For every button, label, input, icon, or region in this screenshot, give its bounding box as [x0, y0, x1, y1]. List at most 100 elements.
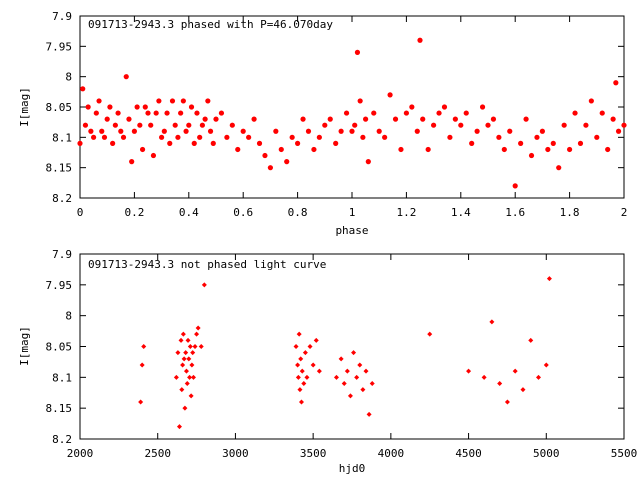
- y-tick-label: 8.05: [46, 341, 73, 354]
- data-point: [191, 140, 197, 146]
- data-point: [518, 140, 524, 146]
- data-point: [354, 49, 361, 56]
- data-point: [341, 381, 347, 386]
- data-point: [107, 104, 113, 110]
- data-point: [599, 110, 605, 116]
- data-point: [187, 374, 193, 380]
- data-point: [427, 331, 433, 337]
- data-point: [115, 110, 121, 116]
- data-point: [322, 122, 328, 128]
- data-point: [365, 159, 371, 165]
- data-point: [300, 116, 306, 122]
- data-point: [148, 122, 154, 128]
- y-tick-label: 8.15: [46, 162, 73, 175]
- data-point: [188, 393, 194, 399]
- x-tick-label: 0.2: [124, 206, 144, 219]
- y-tick-labels: 7.9 7.95 8 8.05 8.1 8.15 8.2: [46, 248, 73, 446]
- data-point: [240, 128, 246, 134]
- data-point: [536, 374, 542, 380]
- data-point: [485, 122, 491, 128]
- data-point: [295, 362, 301, 368]
- data-point: [458, 122, 464, 128]
- data-point: [313, 337, 319, 343]
- data-point: [305, 128, 312, 134]
- y-tick-label: 8.1: [52, 371, 72, 384]
- y-tick-label: 7.95: [46, 40, 73, 53]
- data-point: [289, 134, 295, 140]
- data-point: [360, 134, 366, 140]
- data-point: [159, 134, 165, 140]
- data-point: [621, 122, 627, 128]
- data-point: [153, 110, 159, 116]
- data-point: [150, 152, 157, 159]
- data-point: [550, 140, 556, 146]
- data-point: [512, 183, 518, 189]
- data-point: [363, 116, 369, 122]
- data-point: [178, 337, 184, 343]
- data-point: [134, 104, 140, 110]
- data-point: [172, 122, 178, 128]
- x-tick-label: 2: [621, 206, 628, 219]
- data-point: [164, 110, 170, 116]
- data-point: [414, 128, 420, 134]
- y-tick-label: 7.9: [52, 10, 72, 23]
- data-point: [301, 381, 307, 386]
- data-point: [512, 368, 518, 374]
- data-point: [112, 122, 118, 128]
- data-point: [256, 140, 263, 146]
- x-tick-label: 1.8: [560, 206, 580, 219]
- data-point: [298, 356, 304, 362]
- data-point: [543, 362, 549, 368]
- data-point: [572, 110, 578, 116]
- data-point: [139, 146, 146, 153]
- unphased-light-curve-panel: 7.9 7.95 8 8.05 8.1 8.15 8.2 2000 2500 3000 3500 4…: [18, 248, 637, 475]
- data-point: [186, 356, 192, 362]
- data-point: [436, 110, 442, 116]
- data-point: [80, 86, 86, 92]
- data-point: [187, 344, 193, 349]
- data-point: [349, 128, 355, 134]
- data-point: [299, 368, 305, 374]
- data-point: [251, 116, 257, 122]
- data-point: [343, 110, 350, 116]
- data-point: [207, 128, 214, 134]
- y-tick-label: 8: [65, 310, 72, 323]
- y-tick-label: 8.2: [52, 433, 72, 446]
- data-point: [194, 331, 200, 337]
- data-point: [610, 116, 616, 122]
- x-axis-label: phase: [335, 224, 368, 237]
- data-point: [156, 98, 162, 104]
- data-point: [420, 116, 426, 122]
- data-point: [431, 122, 437, 128]
- y-axis-label: I[mag]: [18, 87, 31, 127]
- data-point: [201, 282, 207, 288]
- data-point: [184, 381, 190, 386]
- data-point: [293, 344, 299, 349]
- x-tick-label: 0.4: [179, 206, 199, 219]
- data-point: [398, 146, 404, 153]
- y-axis-label: I[mag]: [18, 326, 31, 366]
- data-point: [497, 381, 503, 386]
- data-point: [186, 122, 192, 128]
- x-tick-label: 0: [77, 206, 84, 219]
- data-point: [93, 110, 99, 116]
- data-point: [369, 381, 375, 386]
- x-tick-label: 1.4: [451, 206, 471, 219]
- data-point: [447, 134, 453, 140]
- data-point: [376, 128, 382, 134]
- data-point: [141, 344, 147, 349]
- data-point: [347, 393, 353, 399]
- data-point: [188, 104, 195, 110]
- data-point: [197, 134, 203, 140]
- data-point: [528, 337, 534, 343]
- data-point: [120, 134, 127, 140]
- data-point: [452, 116, 458, 122]
- data-point: [371, 110, 377, 116]
- y-tick-label: 8.2: [52, 192, 72, 205]
- data-point: [316, 134, 322, 140]
- x-tick-label: 2000: [67, 447, 94, 460]
- data-point: [82, 122, 89, 128]
- data-point: [88, 128, 94, 134]
- data-point: [409, 104, 415, 110]
